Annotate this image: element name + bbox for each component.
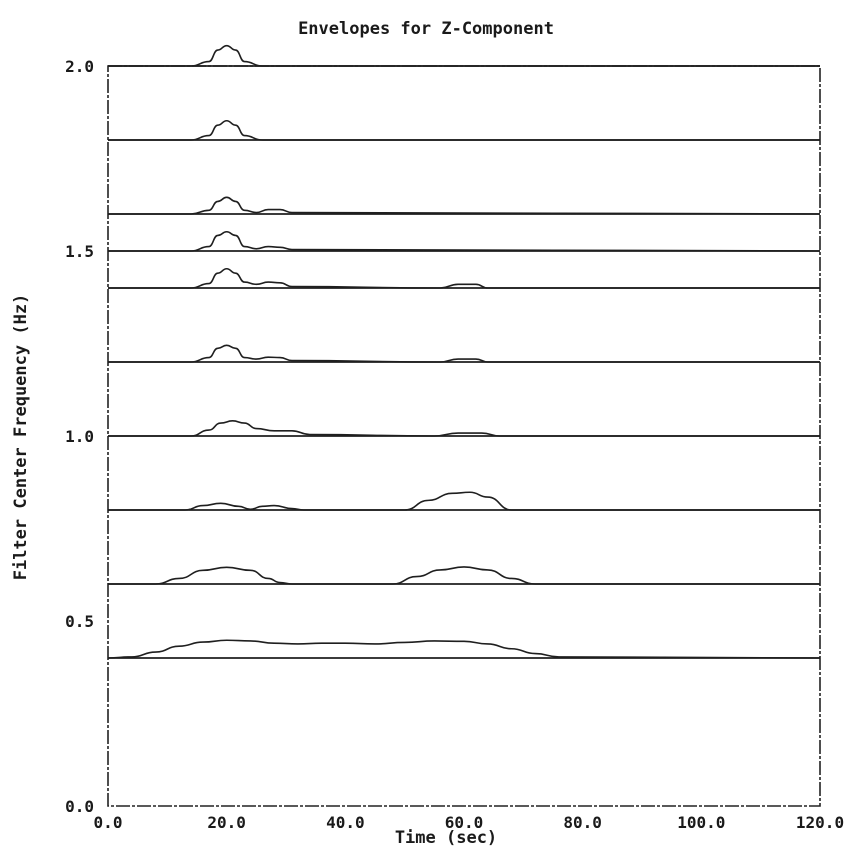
- y-tick-label-2: 1.0: [65, 427, 94, 446]
- chart-title: Envelopes for Z-Component: [298, 19, 554, 39]
- y-tick-label-1: 0.5: [65, 612, 94, 631]
- envelope-series-0: [108, 44, 820, 67]
- envelope-series-4: [108, 267, 820, 289]
- y-tick-label-0: 0.0: [65, 797, 94, 816]
- x-tick-label-4: 80.0: [563, 813, 602, 832]
- x-axis-label: Time (sec): [395, 828, 497, 848]
- envelope-series-5: [107, 344, 820, 363]
- x-tick-labels: 0.0 20.0 40.0 60.0 80.0 100.0 120.0: [94, 813, 845, 832]
- x-tick-label-1: 20.0: [207, 813, 246, 832]
- x-tick-label-2: 40.0: [326, 813, 365, 832]
- envelope-series-1: [108, 119, 820, 141]
- x-tick-label-6: 120.0: [796, 813, 844, 832]
- x-tick-label-3: 60.0: [445, 813, 484, 832]
- envelope-traces: [107, 44, 821, 659]
- envelope-series-7: [108, 491, 820, 511]
- y-tick-label-4: 2.0: [65, 57, 94, 76]
- envelope-series-8: [108, 566, 820, 585]
- y-tick-label-3: 1.5: [65, 242, 94, 261]
- y-axis-label: Filter Center Frequency (Hz): [11, 294, 31, 581]
- x-tick-label-5: 100.0: [677, 813, 725, 832]
- envelope-series-6: [108, 420, 820, 437]
- x-tick-label-0: 0.0: [94, 813, 123, 832]
- y-tick-labels: 0.0 0.5 1.0 1.5 2.0: [65, 57, 94, 816]
- envelope-series-2: [108, 196, 821, 215]
- envelope-series-3: [108, 230, 821, 252]
- envelope-series-9: [107, 639, 821, 659]
